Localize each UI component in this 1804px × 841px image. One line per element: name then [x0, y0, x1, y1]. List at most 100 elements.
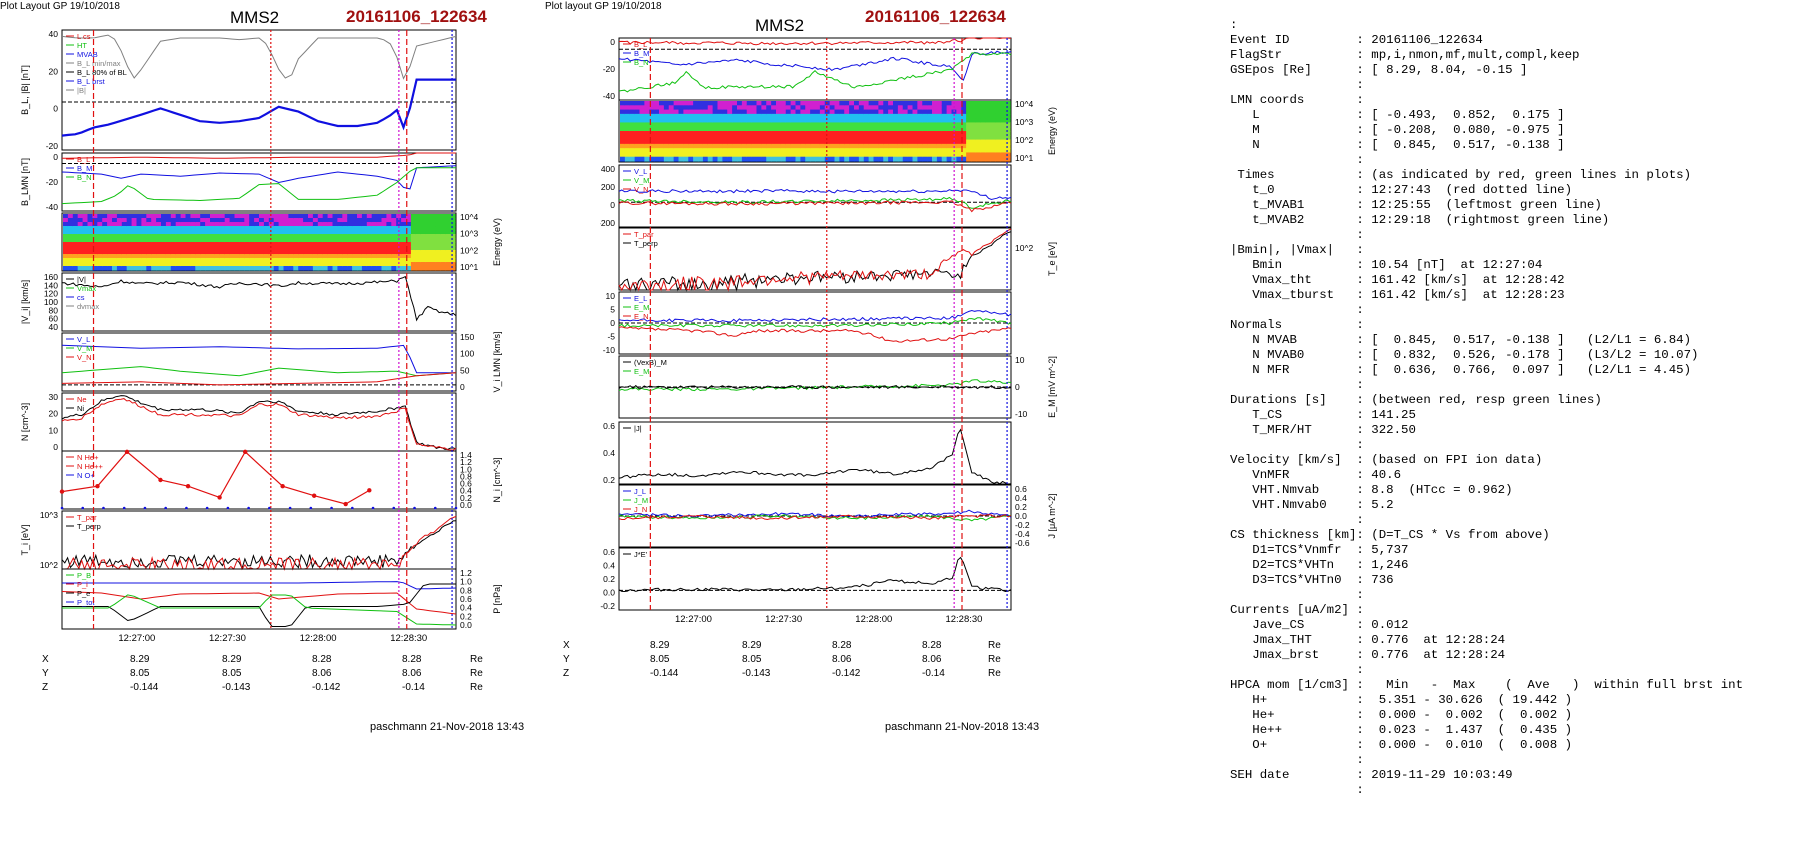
legend-entry: Ne [77, 395, 87, 404]
info-line: : [1230, 378, 1364, 392]
y-tick-label: 0.4 [603, 448, 615, 458]
mid-panel-1: B_LMN [nT]0-20-40B_LB_MB_N [603, 37, 1012, 101]
y-tick-label: -10 [1015, 409, 1028, 419]
series-line-e-m [618, 379, 1012, 392]
info-line: H+ : 5.351 - 30.626 ( 19.442 ) [1230, 693, 1573, 707]
data-point [185, 484, 191, 489]
info-line: M : [ -0.208, 0.080, -0.975 ] [1230, 123, 1565, 137]
panel-frame [618, 227, 1012, 291]
info-line: Bmin : 10.54 [nT] at 12:27:04 [1230, 258, 1543, 272]
info-line: Vmax_tht : 161.42 [km/s] at 12:28:42 [1230, 273, 1565, 287]
data-point [102, 506, 105, 510]
y-tick-label: 400 [601, 164, 615, 174]
legend-entry: T_par [77, 513, 97, 522]
info-line: : [1230, 513, 1364, 527]
series-line-j-m [618, 514, 1012, 522]
info-line: t_MVAB2 : 12:29:18 (rightmost green line… [1230, 213, 1610, 227]
info-line: N MFR : [ 0.636, 0.766, 0.097 ] (L2/L1 =… [1230, 363, 1692, 377]
info-line: He++ : 0.023 - 1.437 ( 0.435 ) [1230, 723, 1573, 737]
data-point [143, 506, 147, 510]
info-line: N MVAB0 : [ 0.832, 0.526, -0.178 ] (L3/L… [1230, 348, 1699, 362]
series-line-v-l [61, 344, 456, 374]
info-line: : [1230, 153, 1364, 167]
y-tick-label: 10^4 [1015, 99, 1033, 109]
y-tick-label: 1.2 [460, 457, 472, 467]
info-line: D2=TCS*VHTn : 1,246 [1230, 558, 1409, 572]
ephemeris-unit: Re [470, 682, 483, 693]
ephemeris-value: 8.05 [742, 654, 762, 665]
ephemeris-value: 8.06 [312, 668, 332, 679]
series-line-v-m [61, 366, 457, 377]
ephemeris-label: Y [563, 654, 570, 665]
data-point [217, 495, 222, 500]
data-point [95, 484, 100, 489]
info-line: O+ : 0.000 - 0.010 ( 0.008 ) [1230, 738, 1573, 752]
panel-frame [61, 332, 457, 392]
panel-frame [618, 164, 1012, 228]
data-point [311, 493, 317, 498]
legend-entry: B_L 80% of BL [77, 68, 127, 77]
ephemeris-value: -0.144 [130, 682, 159, 693]
y-tick-label: 0.4 [1015, 493, 1027, 503]
data-point [247, 506, 250, 510]
info-line: t_MVAB1 : 12:25:55 (leftmost green line) [1230, 198, 1602, 212]
legend-entry: N He++ [77, 462, 103, 471]
legend-entry: HT [77, 41, 87, 50]
data-point [81, 506, 85, 510]
series-line-e-l [618, 309, 1012, 323]
y-tick-label: 20 [49, 409, 59, 419]
legend-entry: N O+ [77, 471, 95, 480]
y-axis-label: T_e [eV] [1047, 242, 1057, 276]
time-tick-label: 12:27:00 [118, 633, 155, 644]
left-panel-5: V_i LMN [km/s] 150 100 50 0 V_LV_MV_N [61, 331, 502, 393]
info-line: Jmax_THT : 0.776 at 12:28:24 [1230, 633, 1506, 647]
series-line-p-e [62, 583, 456, 627]
data-point [268, 506, 271, 510]
y-tick-label: 160 [44, 272, 58, 282]
y-tick-label: 10 [49, 425, 59, 435]
y-tick-label: 10^2 [1015, 135, 1033, 145]
y-tick-label: 1.4 [460, 450, 472, 460]
legend-entry: cs [77, 293, 85, 302]
ephemeris-value: 8.06 [832, 654, 852, 665]
info-line: LMN coords : [1230, 93, 1364, 107]
legend-entry: P_e [77, 589, 90, 598]
ephemeris-unit: Re [988, 668, 1001, 679]
info-line: : [1230, 588, 1364, 602]
left-panel-9: P [nPa] 1.21.00.80.60.40.20.0 P_BP_iP_eP_t… [61, 568, 502, 630]
y-tick-label: 0.4 [603, 561, 615, 571]
y-tick-label: -40 [46, 202, 59, 212]
y-tick-label: 0.8 [460, 585, 472, 595]
y-tick-label: -20 [46, 177, 59, 187]
y-tick-label: 40 [49, 322, 59, 332]
legend-entry: B_L [77, 155, 90, 164]
ephemeris-unit: Re [988, 640, 1001, 651]
info-line: Velocity [km/s] : (based on FPI ion data… [1230, 453, 1543, 467]
legend-entry: E_M [634, 367, 649, 376]
y-tick-label: 0 [610, 200, 615, 210]
data-point [205, 506, 209, 510]
panel-frame [61, 450, 457, 510]
data-point [164, 506, 167, 510]
series-line-p-b [62, 594, 457, 626]
ephemeris-value: 8.28 [922, 640, 942, 651]
plot-layout-label: Plot Layout GP 19/10/2018 [0, 1, 120, 12]
series-line-b-l-brst [61, 78, 456, 137]
time-tick-label: 12:27:30 [765, 614, 802, 625]
y-tick-label: 0.6 [460, 594, 472, 604]
series-line--v- [61, 275, 457, 322]
ephemeris-value: 8.05 [130, 668, 150, 679]
data-point [280, 484, 285, 489]
footer-credit: paschmann 21-Nov-2018 13:43 [885, 721, 1040, 733]
series-line-v-l [618, 188, 1012, 201]
time-tick-label: 12:28:30 [390, 633, 427, 644]
y-tick-label: 0.8 [460, 471, 472, 481]
y-tick-label: 0.2 [460, 493, 472, 503]
info-line: : [1230, 663, 1364, 677]
panel-frame [61, 152, 457, 212]
y-axis-label: E_M [mV m^-2] [1047, 356, 1057, 418]
y-tick-label: 10 [606, 291, 616, 301]
legend-entry: J_N [634, 505, 647, 514]
series-line-e-n [618, 326, 1012, 343]
